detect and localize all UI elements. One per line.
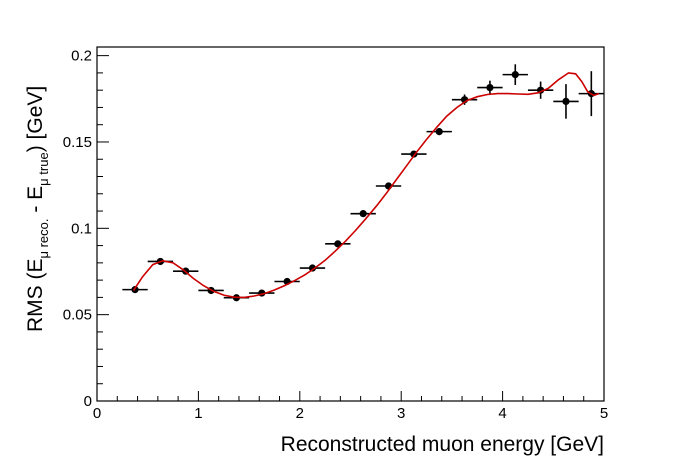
point-marker: [359, 210, 367, 218]
y-axis-title-prefix: RMS (E: [24, 259, 47, 333]
point-marker: [435, 128, 443, 136]
data-point: [350, 210, 376, 218]
data-point: [325, 240, 351, 248]
x-axis-title: Reconstructed muon energy [GeV]: [281, 433, 604, 456]
plot-frame: [96, 46, 605, 402]
y-tick-label: 0.1: [71, 220, 92, 237]
x-tick-label: 2: [296, 405, 304, 422]
y-axis-title-suffix: ) [GeV]: [24, 86, 47, 153]
tick-labels: 0 1 2 3 4 5 0 0.05 0.1 0.15 0.2: [63, 48, 608, 422]
data-point: [451, 94, 478, 105]
point-marker: [511, 71, 519, 79]
data-points: [122, 64, 604, 302]
x-tick-label: 3: [397, 405, 405, 422]
axis-ticks: [96, 55, 605, 402]
x-tick-label: 1: [194, 405, 202, 422]
point-marker: [486, 83, 494, 92]
data-point: [375, 182, 402, 190]
point-marker: [334, 240, 342, 248]
y-axis-title-sub1: μ reco.: [36, 218, 51, 258]
data-point: [553, 84, 579, 119]
y-axis-title-mid: - E: [24, 186, 47, 219]
data-point: [426, 128, 452, 136]
y-axis-title: RMS (Eμ reco. - Eμ true) [GeV]: [24, 86, 51, 332]
data-point: [527, 81, 554, 99]
y-axis-title-sub2: μ true: [36, 152, 51, 186]
y-tick-label: 0.15: [63, 134, 92, 151]
y-tick-label: 0.2: [71, 48, 92, 65]
point-marker: [562, 97, 570, 105]
x-tick-label: 0: [93, 405, 101, 422]
point-marker: [308, 264, 317, 272]
y-tick-label: 0: [84, 393, 92, 410]
fit-curve: [132, 72, 600, 299]
data-point: [477, 80, 503, 95]
x-tick-label: 4: [498, 405, 506, 422]
x-tick-label: 5: [600, 405, 608, 422]
data-point: [502, 64, 528, 85]
y-tick-label: 0.05: [63, 307, 92, 324]
